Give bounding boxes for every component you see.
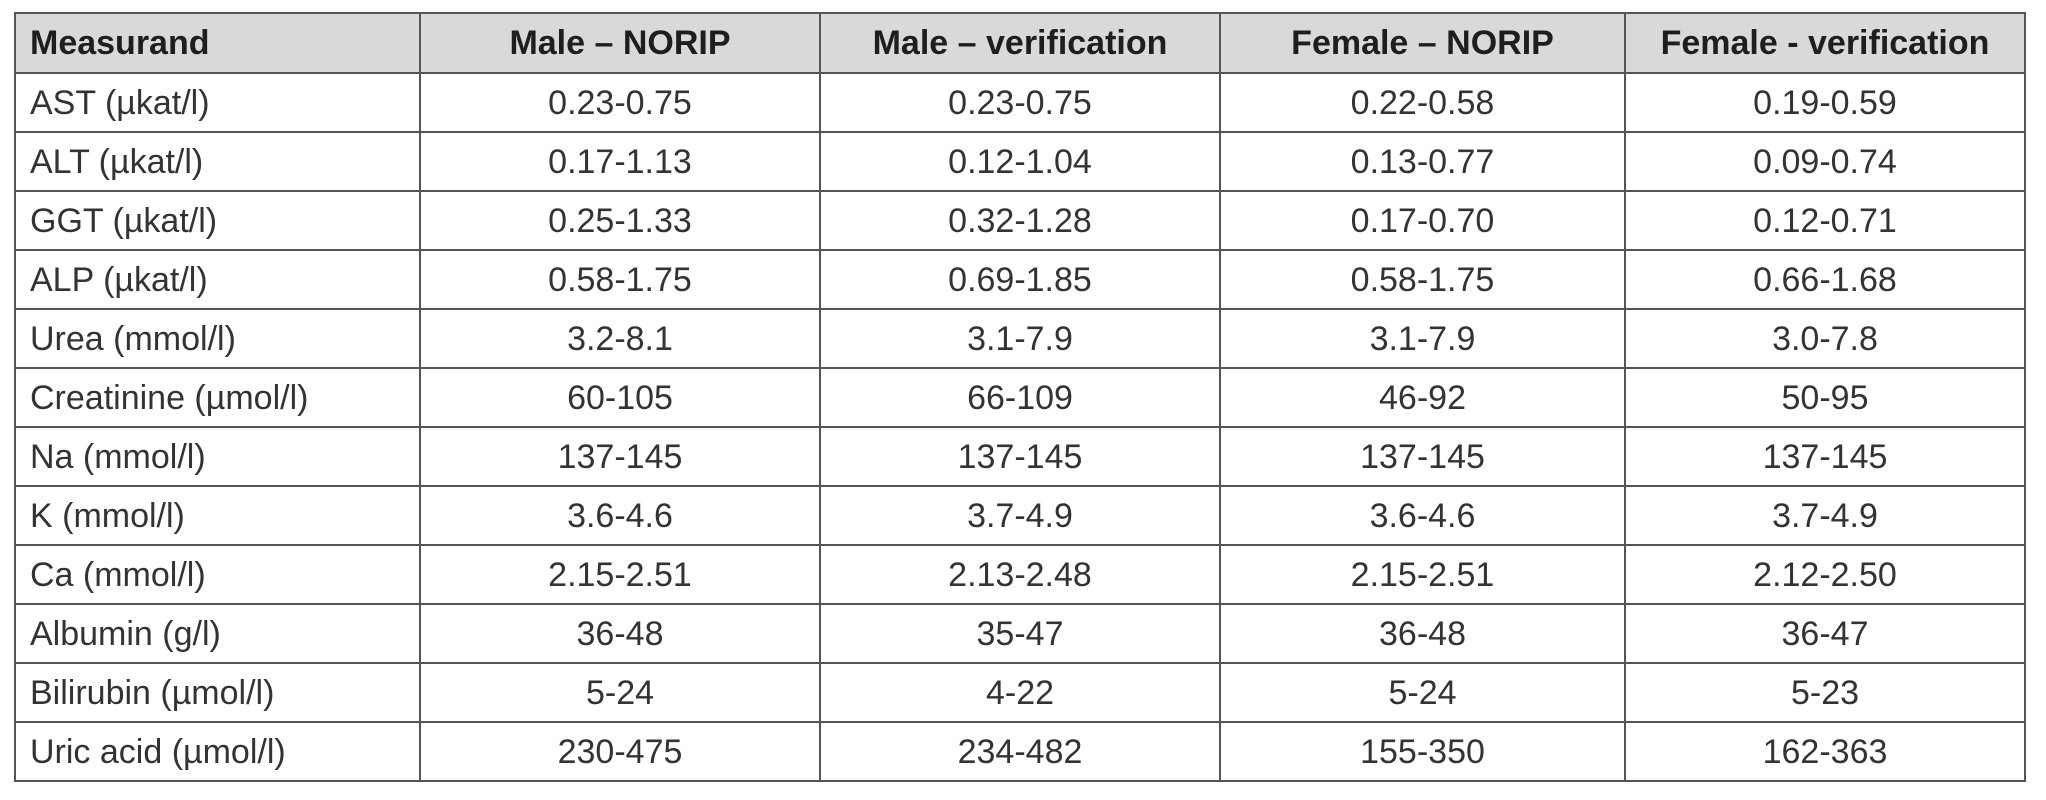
table-row: Urea (mmol/l) 3.2-8.1 3.1-7.9 3.1-7.9 3.0-7.… [14,308,2026,369]
table-cell-male-verification: 66-109 [819,367,1221,428]
table-cell-male-norip: 230-475 [419,721,821,782]
table-cell-male-norip: 0.25-1.33 [419,190,821,251]
table-cell-female-norip: 3.6-4.6 [1219,485,1626,546]
table-cell-male-norip: 36-48 [419,603,821,664]
table-cell-male-norip: 5-24 [419,662,821,723]
table-cell-male-verification: 2.13-2.48 [819,544,1221,605]
table-cell-female-norip: 0.17-0.70 [1219,190,1626,251]
table-cell-measurand: Ca (mmol/l) [14,544,421,605]
table-cell-male-norip: 2.15-2.51 [419,544,821,605]
table-cell-female-norip: 36-48 [1219,603,1626,664]
table-cell-measurand: GGT (µkat/l) [14,190,421,251]
table-cell-female-verification: 36-47 [1624,603,2026,664]
table-body: AST (µkat/l) 0.23-0.75 0.23-0.75 0.22-0.58 0… [14,72,2026,782]
table-cell-measurand: Uric acid (µmol/l) [14,721,421,782]
reference-interval-table-container: Measurand Male – NORIP Male – verificati… [14,12,2026,782]
table-cell-male-norip: 0.58-1.75 [419,249,821,310]
table-cell-male-norip: 137-145 [419,426,821,487]
table-cell-male-verification: 0.32-1.28 [819,190,1221,251]
table-cell-measurand: Urea (mmol/l) [14,308,421,369]
table-row: Albumin (g/l) 36-48 35-47 36-48 36-47 [14,603,2026,664]
table-cell-male-norip: 0.17-1.13 [419,131,821,192]
table-cell-male-norip: 3.2-8.1 [419,308,821,369]
table-cell-male-verification: 3.1-7.9 [819,308,1221,369]
table-cell-female-verification: 5-23 [1624,662,2026,723]
table-cell-female-verification: 162-363 [1624,721,2026,782]
table-cell-female-verification: 0.19-0.59 [1624,72,2026,133]
reference-interval-table: Measurand Male – NORIP Male – verificati… [14,12,2026,782]
table-cell-measurand: Bilirubin (µmol/l) [14,662,421,723]
table-cell-male-verification: 137-145 [819,426,1221,487]
table-cell-female-verification: 50-95 [1624,367,2026,428]
table-cell-female-norip: 137-145 [1219,426,1626,487]
table-row: AST (µkat/l) 0.23-0.75 0.23-0.75 0.22-0.58 0… [14,72,2026,133]
column-header-female-verification: Female - verification [1624,12,2026,74]
table-row: Creatinine (µmol/l) 60-105 66-109 46-92 50-9… [14,367,2026,428]
table-cell-female-verification: 2.12-2.50 [1624,544,2026,605]
table-cell-measurand: AST (µkat/l) [14,72,421,133]
table-cell-female-verification: 3.0-7.8 [1624,308,2026,369]
column-header-measurand: Measurand [14,12,421,74]
table-cell-female-norip: 5-24 [1219,662,1626,723]
table-cell-female-norip: 46-92 [1219,367,1626,428]
table-cell-male-verification: 0.12-1.04 [819,131,1221,192]
table-row: ALP (µkat/l) 0.58-1.75 0.69-1.85 0.58-1.75 0… [14,249,2026,310]
table-cell-male-norip: 60-105 [419,367,821,428]
table-cell-female-norip: 0.58-1.75 [1219,249,1626,310]
table-cell-female-verification: 3.7-4.9 [1624,485,2026,546]
table-row: ALT (µkat/l) 0.17-1.13 0.12-1.04 0.13-0.77 0… [14,131,2026,192]
table-cell-female-verification: 0.12-0.71 [1624,190,2026,251]
table-cell-female-norip: 155-350 [1219,721,1626,782]
table-cell-female-norip: 2.15-2.51 [1219,544,1626,605]
column-header-female-norip: Female – NORIP [1219,12,1626,74]
table-row: Na (mmol/l) 137-145 137-145 137-145 137-145 [14,426,2026,487]
table-cell-female-verification: 0.09-0.74 [1624,131,2026,192]
table-row: Bilirubin (µmol/l) 5-24 4-22 5-24 5-23 [14,662,2026,723]
table-cell-female-norip: 0.22-0.58 [1219,72,1626,133]
table-cell-male-verification: 0.69-1.85 [819,249,1221,310]
table-cell-male-verification: 0.23-0.75 [819,72,1221,133]
table-cell-female-norip: 3.1-7.9 [1219,308,1626,369]
table-cell-male-verification: 234-482 [819,721,1221,782]
table-cell-female-verification: 0.66-1.68 [1624,249,2026,310]
table-row: Uric acid (µmol/l) 230-475 234-482 155-350 1… [14,721,2026,782]
table-cell-measurand: ALP (µkat/l) [14,249,421,310]
table-header: Measurand Male – NORIP Male – verificati… [14,12,2026,74]
table-cell-measurand: Creatinine (µmol/l) [14,367,421,428]
table-cell-male-verification: 3.7-4.9 [819,485,1221,546]
table-cell-female-verification: 137-145 [1624,426,2026,487]
table-cell-male-norip: 0.23-0.75 [419,72,821,133]
table-row: K (mmol/l) 3.6-4.6 3.7-4.9 3.6-4.6 3.7-4.9 [14,485,2026,546]
table-row: GGT (µkat/l) 0.25-1.33 0.32-1.28 0.17-0.70 0… [14,190,2026,251]
table-row: Ca (mmol/l) 2.15-2.51 2.13-2.48 2.15-2.51 2.… [14,544,2026,605]
table-cell-male-verification: 4-22 [819,662,1221,723]
table-cell-male-norip: 3.6-4.6 [419,485,821,546]
table-cell-female-norip: 0.13-0.77 [1219,131,1626,192]
table-cell-measurand: Albumin (g/l) [14,603,421,664]
column-header-male-verification: Male – verification [819,12,1221,74]
table-cell-male-verification: 35-47 [819,603,1221,664]
header-row: Measurand Male – NORIP Male – verificati… [14,12,2026,74]
table-cell-measurand: ALT (µkat/l) [14,131,421,192]
table-cell-measurand: K (mmol/l) [14,485,421,546]
column-header-male-norip: Male – NORIP [419,12,821,74]
table-cell-measurand: Na (mmol/l) [14,426,421,487]
